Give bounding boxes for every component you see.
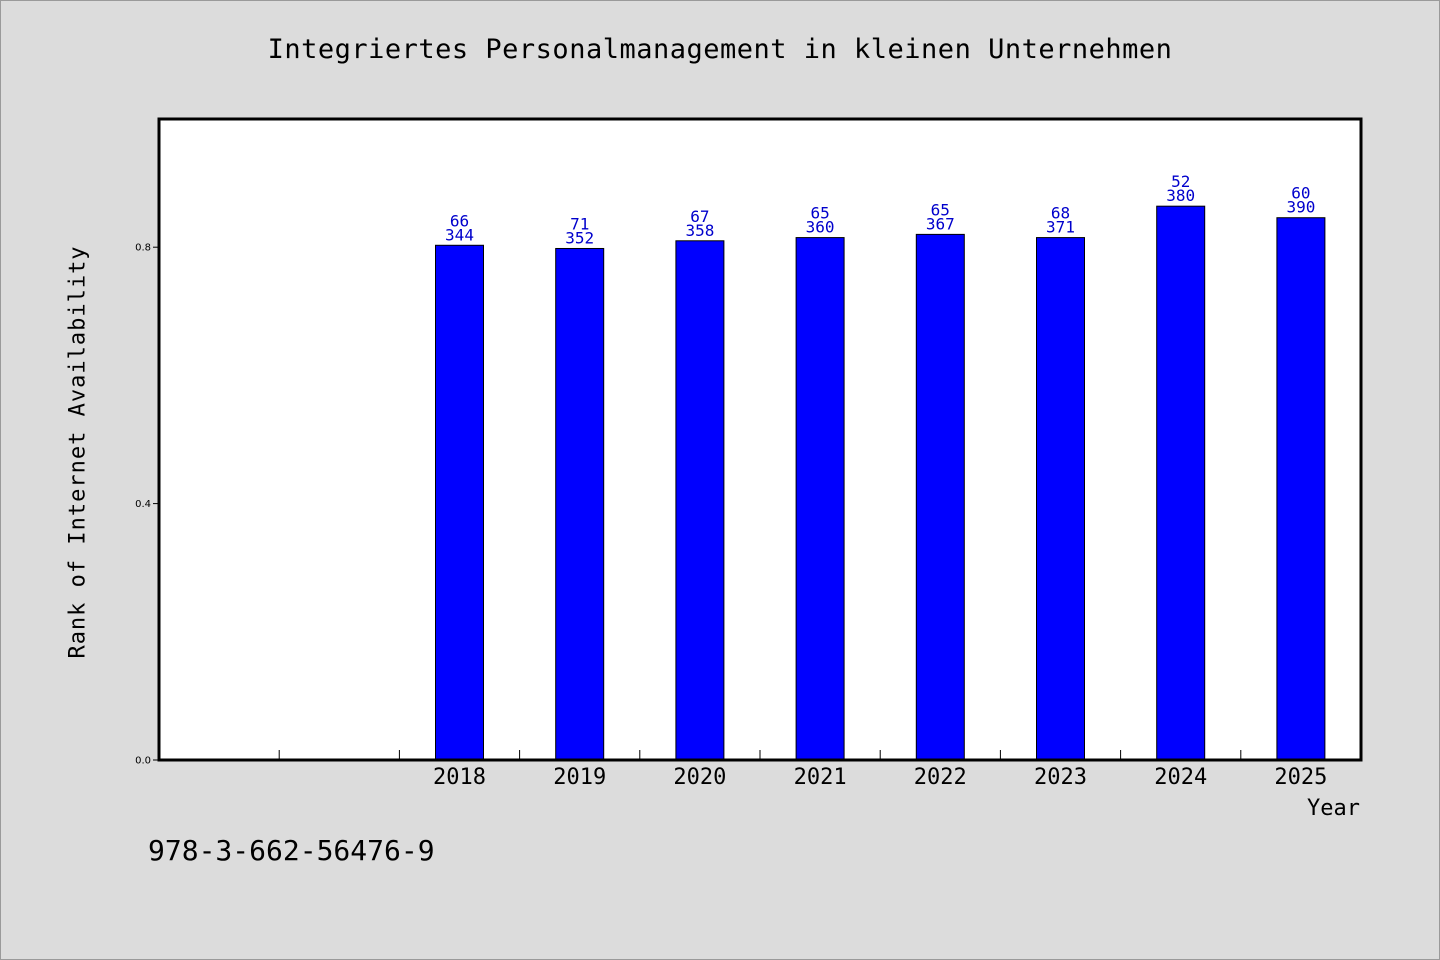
chart-title: Integriertes Personalmanagement in klein… (267, 34, 1173, 65)
data-label-bottom: 352 (565, 228, 594, 247)
data-label-bottom: 358 (685, 221, 714, 240)
plot-border (157, 117, 1363, 762)
data-label-bottom: 371 (1046, 218, 1075, 237)
x-tick-label: 2018 (433, 765, 486, 790)
isbn-text: 978-3-662-56476-9 (148, 834, 435, 867)
bar-2021 (795, 237, 845, 761)
data-label-bottom: 367 (926, 214, 955, 233)
bar-2025 (1276, 217, 1326, 761)
data-label-top: 52 (1171, 172, 1190, 191)
data-label-top: 65 (931, 200, 950, 219)
data-label-top: 65 (810, 204, 829, 223)
bar-2022 (915, 233, 965, 761)
x-axis-label: Year (1307, 796, 1360, 821)
x-tick-label: 2023 (1034, 765, 1087, 790)
bar-2018 (435, 244, 484, 761)
data-label-top: 66 (450, 211, 469, 230)
bar-2020 (675, 240, 725, 761)
x-tick-label: 2021 (794, 765, 847, 790)
bar-2023 (1036, 237, 1085, 761)
y-tick-label: 0.8 (135, 243, 151, 254)
data-label-top: 60 (1291, 184, 1310, 203)
data-label-bottom: 390 (1286, 198, 1315, 217)
data-label-top: 71 (570, 214, 589, 233)
bar-2024 (1156, 205, 1206, 761)
data-label-top: 68 (1051, 204, 1070, 223)
x-tick-label: 2022 (914, 765, 967, 790)
x-tick-label: 2019 (553, 765, 606, 790)
x-tick-label: 2020 (673, 765, 726, 790)
y-tick-label: 0.4 (135, 499, 151, 510)
data-label-bottom: 360 (806, 218, 835, 237)
x-tick-label: 2025 (1274, 765, 1327, 790)
data-label-bottom: 380 (1166, 186, 1195, 205)
data-label-bottom: 344 (445, 225, 474, 244)
x-tick-label: 2024 (1154, 765, 1207, 790)
y-tick-label: 0.0 (135, 756, 151, 767)
data-label-top: 67 (690, 207, 709, 226)
bar-2019 (555, 247, 605, 761)
